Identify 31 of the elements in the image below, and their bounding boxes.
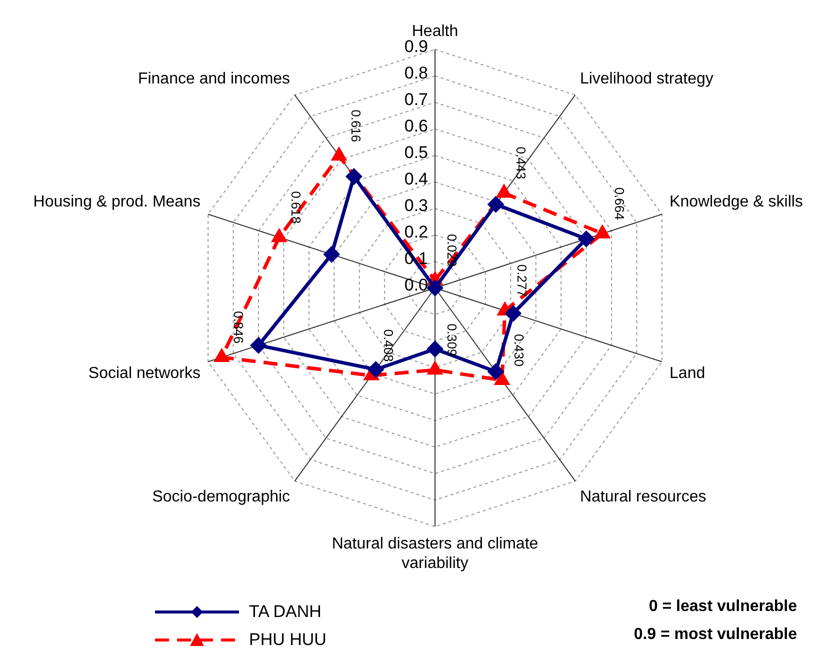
spoke-label: Livelihood strategy [580,70,714,88]
spoke-label: Natural resources [580,488,706,506]
data-label: 0.408 [380,329,396,362]
spoke-label: Socio-demographic [152,488,290,506]
y-tick-label: 0.4 [404,170,428,189]
y-tick-label: 0.8 [404,64,428,83]
data-label: 0.616 [348,110,364,142]
spoke-label: Housing & prod. Means [33,194,200,211]
text: 0.9 = most vulnerable [634,626,797,645]
spoke-label: Knowledge & skills [670,194,803,211]
spoke-label: Natural disasters and climate variability [332,536,538,572]
y-tick-label: 0.7 [404,90,428,110]
data-label: 0.309 [444,324,460,356]
data-label: 0.664 [612,187,627,220]
spoke-label: Land [670,365,706,382]
y-tick-label: 0.2 [404,222,428,242]
data-label: 0.618 [288,191,304,224]
spoke-label: Finance and incomes [138,70,290,88]
y-tick-label: 0.6 [404,116,428,136]
y-tick-label: 0.0 [404,276,428,295]
legend-label: TA DANH [249,602,322,622]
data-label: 0.277 [514,264,530,297]
data-label: 0.443 [513,146,528,180]
data-label: 0.430 [511,334,526,366]
spoke-label: Social networks [88,365,200,382]
legend-label: PHU HUU [249,630,326,650]
y-tick-label: 0.5 [404,143,428,162]
y-tick-label: 0.3 [404,196,428,216]
text: 0 = least vulnerable [648,598,797,617]
data-label: 0.846 [231,311,246,344]
data-label: 0.029 [444,234,460,267]
